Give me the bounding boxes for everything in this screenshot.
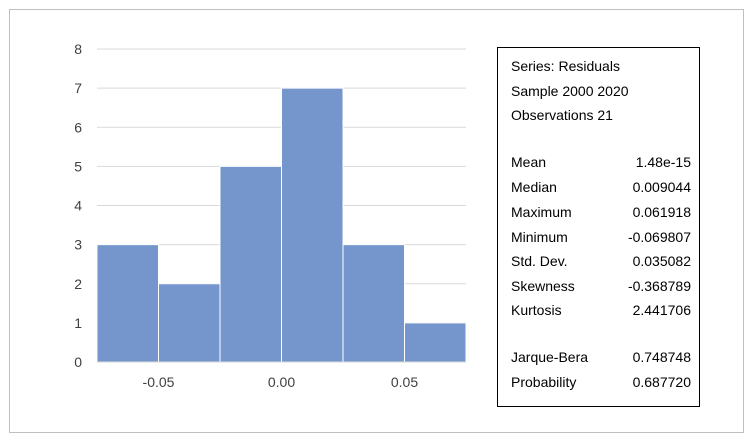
stat-value: -0.368789 [627, 278, 691, 294]
stat-row-median: Median 0.009044 [511, 179, 691, 199]
series-label: Series: Residuals [511, 58, 620, 74]
stat-row-probability: Probability 0.687720 [511, 374, 691, 394]
stat-row-maximum: Maximum 0.061918 [511, 204, 691, 224]
histogram-bar [219, 165, 282, 363]
stat-value: 1.48e-15 [635, 154, 691, 170]
y-tick-label: 1 [74, 315, 82, 331]
x-tick-label: 0.05 [391, 374, 418, 390]
stat-row-minimum: Minimum -0.069807 [511, 229, 691, 249]
stat-value: 2.441706 [632, 302, 691, 318]
histogram-bar [281, 87, 344, 363]
sample-label: Sample 2000 2020 [511, 83, 629, 99]
stat-value: -0.069807 [627, 229, 691, 245]
histogram-bars [96, 87, 467, 363]
stat-value: 0.061918 [632, 204, 691, 220]
stat-row-jarque-bera: Jarque-Bera 0.748748 [511, 349, 691, 369]
stat-row-mean: Mean 1.48e-15 [511, 154, 691, 174]
x-axis-tick-labels: -0.05 0.00 0.05 [143, 374, 419, 390]
stat-label: Kurtosis [511, 302, 562, 318]
y-tick-label: 4 [74, 198, 82, 214]
stat-row-kurtosis: Kurtosis 2.441706 [511, 302, 691, 322]
stat-value: 0.687720 [632, 374, 691, 390]
stat-label: Std. Dev. [511, 253, 568, 269]
y-tick-label: 7 [74, 80, 82, 96]
observations-label: Observations 21 [511, 107, 613, 123]
histogram-bar [342, 244, 405, 363]
stat-row-std-dev: Std. Dev. 0.035082 [511, 253, 691, 273]
stat-label: Mean [511, 154, 547, 170]
y-axis-tick-labels: 0 1 2 3 4 5 6 7 8 [74, 41, 82, 370]
y-tick-label: 6 [74, 119, 82, 135]
stat-label: Minimum [511, 229, 568, 245]
statistics-box: Series: Residuals Sample 2000 2020 Obser… [497, 47, 700, 407]
stat-value: 0.748748 [632, 349, 691, 365]
y-tick-label: 3 [74, 237, 82, 253]
stat-label: Jarque-Bera [511, 349, 589, 365]
stat-label: Median [511, 179, 557, 195]
x-tick-label: 0.00 [268, 374, 295, 390]
y-tick-label: 8 [74, 41, 82, 57]
y-tick-label: 0 [74, 354, 82, 370]
histogram-bar [404, 322, 467, 363]
stat-value: 0.009044 [632, 179, 691, 195]
histogram-bar [96, 244, 159, 363]
y-tick-label: 5 [74, 158, 82, 174]
y-tick-label: 2 [74, 276, 82, 292]
x-tick-label: -0.05 [143, 374, 175, 390]
stat-value: 0.035082 [632, 253, 691, 269]
stat-row-skewness: Skewness -0.368789 [511, 278, 691, 298]
stat-label: Maximum [511, 204, 572, 220]
stat-label: Probability [511, 374, 577, 390]
histogram-bar [158, 283, 221, 363]
stat-label: Skewness [511, 278, 575, 294]
